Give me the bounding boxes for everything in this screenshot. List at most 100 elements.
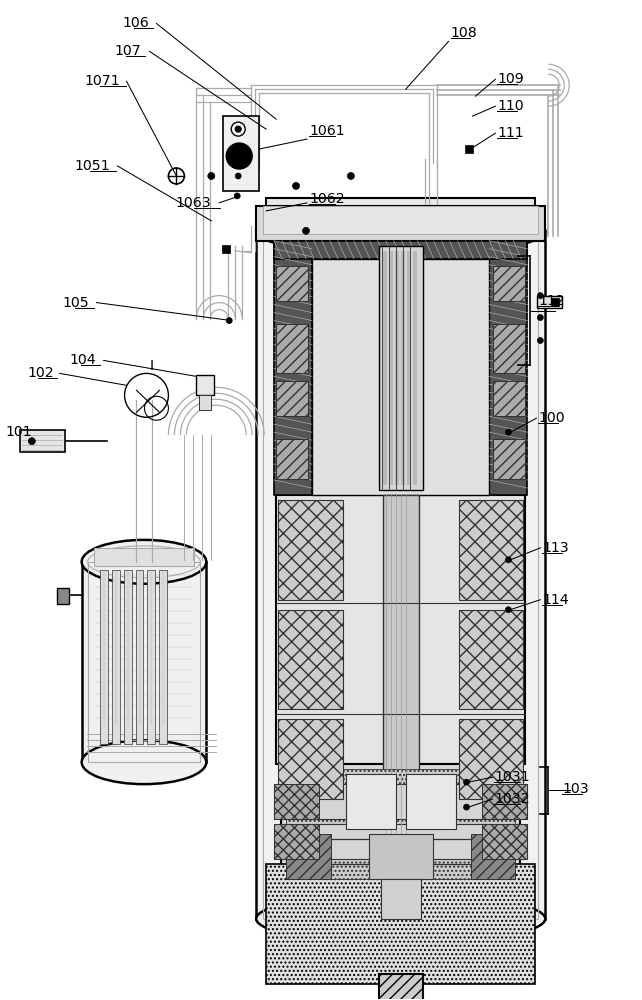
Bar: [413, 251, 417, 485]
Circle shape: [505, 429, 512, 435]
Bar: [148, 570, 155, 744]
Bar: [266, 198, 535, 216]
Text: 109: 109: [498, 72, 524, 86]
Bar: [286, 769, 516, 879]
Bar: [458, 500, 523, 600]
Bar: [256, 206, 545, 241]
Text: 102: 102: [27, 366, 54, 380]
Circle shape: [226, 318, 232, 324]
Bar: [383, 495, 419, 884]
Circle shape: [464, 779, 469, 785]
Bar: [274, 824, 319, 859]
Circle shape: [537, 315, 543, 321]
Circle shape: [293, 182, 300, 189]
Bar: [346, 774, 395, 829]
Circle shape: [234, 193, 240, 199]
Text: 100: 100: [538, 411, 565, 425]
Bar: [276, 381, 308, 416]
Text: 1063: 1063: [175, 196, 211, 210]
Bar: [281, 764, 521, 884]
Circle shape: [505, 607, 512, 613]
Bar: [483, 824, 527, 859]
Bar: [135, 570, 144, 744]
Bar: [494, 324, 525, 373]
Bar: [274, 784, 527, 819]
Bar: [458, 610, 523, 709]
Bar: [256, 231, 545, 919]
Text: 103: 103: [562, 782, 589, 796]
Bar: [274, 824, 527, 859]
Circle shape: [302, 227, 309, 234]
Circle shape: [347, 172, 354, 179]
Bar: [123, 570, 132, 744]
Bar: [263, 206, 538, 234]
Bar: [199, 395, 211, 410]
Text: 1062: 1062: [309, 192, 345, 206]
Bar: [276, 266, 308, 301]
Bar: [471, 834, 516, 879]
Bar: [20, 430, 65, 452]
Bar: [383, 251, 386, 485]
Bar: [278, 719, 343, 799]
Bar: [278, 500, 343, 600]
Bar: [379, 246, 422, 490]
Text: 1051: 1051: [74, 159, 110, 173]
Bar: [266, 864, 535, 984]
Text: 106: 106: [123, 16, 150, 30]
Bar: [276, 324, 308, 373]
Circle shape: [537, 337, 543, 343]
Circle shape: [231, 122, 245, 136]
Bar: [274, 784, 319, 819]
Bar: [223, 116, 259, 191]
Text: I: I: [150, 359, 153, 373]
Circle shape: [235, 173, 241, 179]
Bar: [401, 251, 404, 485]
Circle shape: [537, 293, 543, 299]
Text: 105: 105: [63, 296, 90, 310]
Text: 107: 107: [115, 44, 141, 58]
Bar: [489, 241, 527, 495]
Bar: [276, 495, 525, 764]
Bar: [112, 570, 119, 744]
Bar: [381, 879, 421, 919]
Text: 104: 104: [70, 353, 97, 367]
Bar: [369, 834, 433, 879]
Text: 112: 112: [538, 294, 565, 308]
Bar: [274, 241, 527, 259]
Bar: [494, 439, 525, 479]
Bar: [483, 784, 527, 819]
Text: 113: 113: [542, 541, 569, 555]
Circle shape: [168, 168, 184, 184]
Ellipse shape: [82, 540, 206, 584]
Bar: [494, 266, 525, 301]
Bar: [82, 562, 206, 762]
Bar: [263, 231, 538, 919]
Ellipse shape: [256, 206, 545, 256]
Circle shape: [505, 557, 512, 563]
Text: 111: 111: [498, 126, 524, 140]
Circle shape: [226, 143, 252, 169]
Bar: [465, 145, 473, 153]
Ellipse shape: [256, 894, 545, 944]
Bar: [406, 774, 456, 829]
Bar: [458, 719, 523, 799]
Bar: [395, 251, 399, 485]
Bar: [196, 375, 214, 395]
Text: 108: 108: [451, 26, 477, 40]
Text: 114: 114: [542, 593, 569, 607]
Bar: [94, 548, 195, 566]
Bar: [494, 381, 525, 416]
Text: 1071: 1071: [84, 74, 119, 88]
Bar: [537, 296, 562, 308]
Circle shape: [208, 172, 215, 179]
Text: 101: 101: [5, 425, 32, 439]
Bar: [222, 245, 230, 253]
Circle shape: [235, 126, 241, 132]
Circle shape: [464, 804, 469, 810]
Bar: [274, 241, 312, 495]
Bar: [276, 439, 308, 479]
Bar: [389, 251, 393, 485]
Bar: [159, 570, 168, 744]
Ellipse shape: [82, 740, 206, 784]
Bar: [406, 251, 411, 485]
